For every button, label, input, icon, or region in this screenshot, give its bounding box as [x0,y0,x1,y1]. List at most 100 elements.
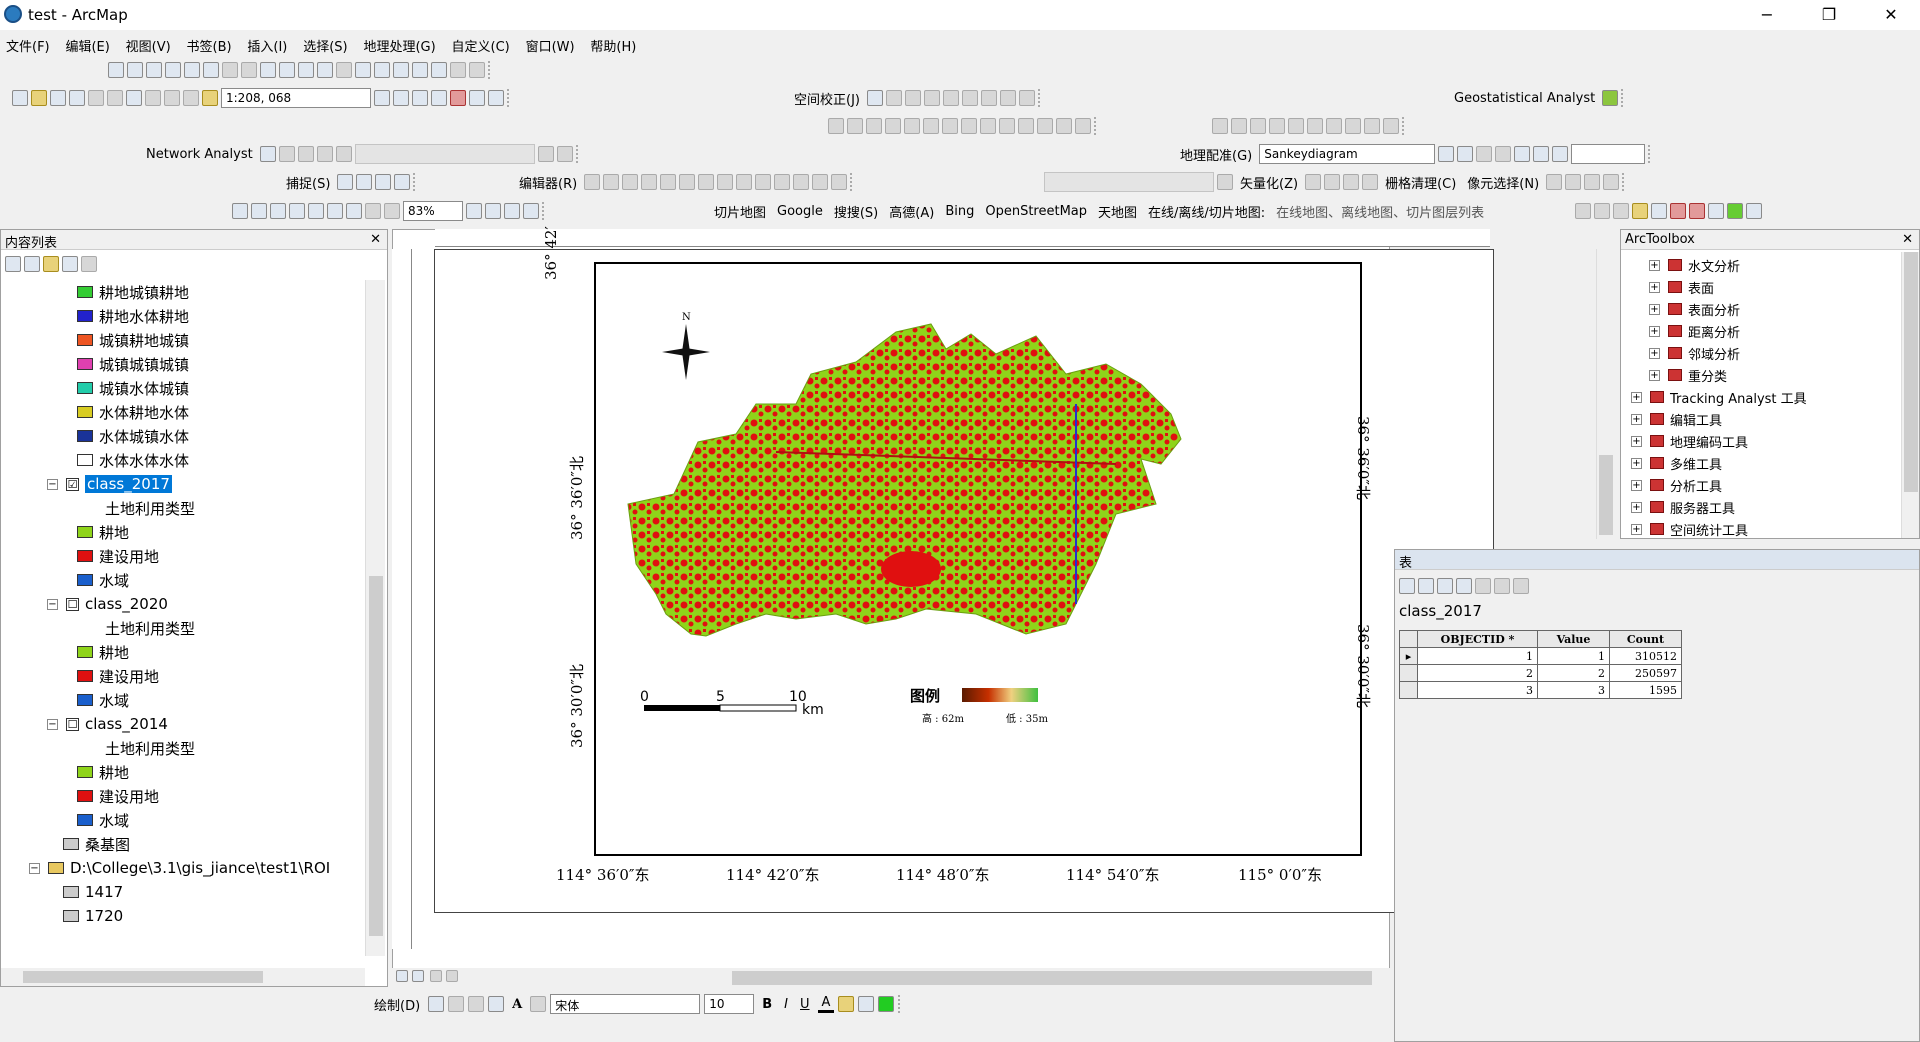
limited-adjust-icon[interactable] [942,90,959,106]
parcel-icon[interactable] [1212,118,1228,134]
pan-icon[interactable] [146,62,162,78]
topo-generalize-icon[interactable] [980,118,996,134]
toolbox-item[interactable]: + 表面分析 [1649,298,1740,320]
back-icon[interactable] [222,62,238,78]
fixed-layout-zoom-in-icon[interactable] [327,203,343,219]
expand-icon[interactable]: + [1649,347,1660,359]
attribute-transfer-icon[interactable] [999,90,1016,106]
toolbar-grip[interactable] [488,61,494,79]
split-icon[interactable] [755,174,772,190]
draw-menu[interactable]: 绘制(D) [374,998,421,1014]
edit-annotation-icon[interactable] [603,174,620,190]
menu-geoprocessing[interactable]: 地理处理(G) [363,40,436,55]
network-build-icon[interactable] [537,146,554,162]
parcel-edit-icon[interactable] [1231,118,1247,134]
parcel-join-icon[interactable] [1250,118,1266,134]
multiple-link-icon[interactable] [923,90,940,106]
toolbox-item[interactable]: + 多维工具 [1631,452,1722,474]
forward-icon[interactable] [241,62,257,78]
rotate-icon[interactable] [1457,146,1474,162]
geostat-wizard-icon[interactable] [1602,90,1619,106]
toolbar-grip[interactable] [1094,117,1100,135]
zoom-percent-combo[interactable]: 83% [403,201,463,221]
zoom-to-selected-icon[interactable] [468,996,485,1012]
directions-icon[interactable] [335,146,352,162]
underline-button[interactable]: U [800,996,810,1012]
select-location-icon[interactable] [297,146,314,162]
row-selector[interactable]: ▸ [1399,647,1418,665]
font-combo[interactable]: 宋体 [550,994,701,1014]
map-tool-icon[interactable] [1670,203,1687,219]
toolbox-item[interactable]: + 空间统计工具 [1631,518,1748,540]
focus-data-frame-icon[interactable] [485,203,501,219]
topo-reshape-icon[interactable] [999,118,1015,134]
layout-zoom-in-icon[interactable] [232,203,248,219]
zoom-out-icon[interactable] [127,62,143,78]
find-icon[interactable] [393,62,409,78]
collapse-icon[interactable]: − [47,478,58,490]
refresh-view-icon[interactable] [430,970,442,982]
arctoolbox-icon[interactable] [450,90,466,106]
fixed-zoom-out-icon[interactable] [203,62,219,78]
undo-icon[interactable] [164,90,180,106]
menu-edit[interactable]: 编辑(E) [65,40,110,55]
menu-file[interactable]: 文件(F) [6,40,50,55]
rectangle-icon[interactable] [488,996,505,1012]
displacement-link-icon[interactable] [980,90,997,106]
modify-link-icon[interactable] [904,90,921,106]
zoom-in-icon[interactable] [108,62,124,78]
chart-icon[interactable] [1651,203,1668,219]
map-tool-icon[interactable] [1689,203,1706,219]
table-row[interactable]: 2 2 250597 [1399,664,1682,682]
cut-polygons-icon[interactable] [736,174,753,190]
table-cell[interactable]: 2 [1537,664,1610,682]
clear-selection-icon[interactable] [279,62,295,78]
table-cell[interactable]: 3 [1417,681,1538,699]
save-icon[interactable] [50,90,66,106]
toolbar-grip[interactable] [1622,173,1628,191]
table-cell[interactable]: 1 [1417,647,1538,665]
toolbar-grip[interactable] [507,89,513,107]
topo-planarize-icon[interactable] [1075,118,1091,134]
toolbar-grip[interactable] [575,145,582,163]
create-location-icon[interactable] [278,146,295,162]
bold-button[interactable]: B [762,996,773,1012]
toolbox-scrollbar[interactable] [1901,252,1919,538]
toc-scrollbar[interactable] [365,280,385,956]
expand-icon[interactable]: + [1631,523,1642,535]
raster-eraser-icon[interactable] [1362,174,1379,190]
menu-windows[interactable]: 窗口(W) [525,40,575,55]
select-elements-icon[interactable] [866,90,883,106]
layout-forward-icon[interactable] [384,203,400,219]
scale-icon[interactable] [1495,146,1512,162]
tianditu-menu[interactable]: 天地图 [1098,205,1138,221]
scrollbar-thumb[interactable] [1599,455,1613,535]
expand-icon[interactable]: + [1649,281,1660,293]
rotate-feature-icon[interactable] [774,174,791,190]
toolbox-item[interactable]: + Tracking Analyst 工具 [1631,386,1807,408]
list-by-drawing-order-icon[interactable] [5,256,21,272]
toolbox-item[interactable]: + 地理编码工具 [1631,430,1748,452]
interactive-select-icon[interactable] [1565,174,1582,190]
edit-vertices-icon[interactable] [698,174,715,190]
toolbar-grip[interactable] [1621,89,1627,107]
shared-features-icon[interactable] [942,118,958,134]
expand-icon[interactable]: + [1631,413,1642,425]
table-cell[interactable]: 250597 [1609,664,1682,682]
online-map-list[interactable]: 在线地图、离线地图、切片图层列表 [1276,205,1485,221]
select-elements-icon[interactable] [428,996,445,1012]
toolbox-item[interactable]: + 分析工具 [1631,474,1722,496]
topo-construct-icon[interactable] [1056,118,1072,134]
menu-help[interactable]: 帮助(H) [590,40,637,55]
toggle-draft-icon[interactable] [466,203,482,219]
marker-color-icon[interactable] [878,996,895,1012]
toolbox-item[interactable]: + 重分类 [1649,364,1727,386]
copy-icon[interactable] [107,90,123,106]
toolbar-grip[interactable] [850,173,856,191]
parcel-adjust-icon[interactable] [1307,118,1323,134]
raster-layer-combo[interactable] [1044,172,1214,192]
expand-icon[interactable]: + [1631,479,1642,491]
layout-back-icon[interactable] [365,203,381,219]
vectorization-settings-icon[interactable] [1217,174,1233,190]
table-item[interactable]: 桑基图 [63,832,130,856]
